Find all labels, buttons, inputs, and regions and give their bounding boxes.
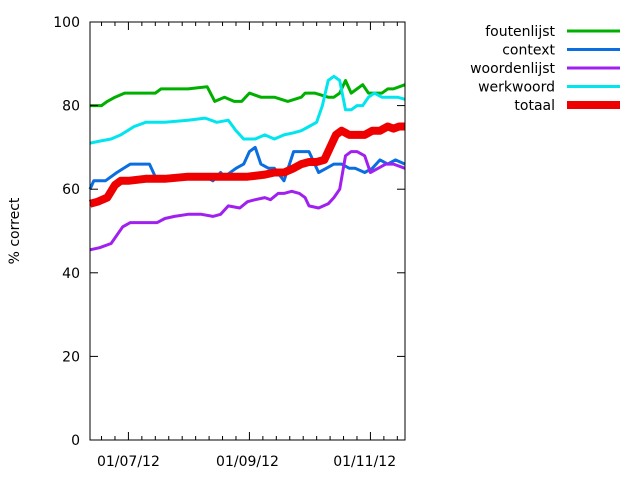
x-tick-label: 01/07/12 — [97, 454, 160, 470]
x-tick-label: 01/09/12 — [216, 454, 279, 470]
legend-label: context — [502, 43, 555, 59]
series-line-totaal — [88, 122, 405, 208]
y-tick-label: 60 — [62, 182, 80, 198]
legend-label: woordenlijst — [470, 61, 555, 77]
y-tick-label: 20 — [62, 349, 80, 365]
y-tick-label: 80 — [62, 99, 80, 115]
x-axis: 01/07/12 01/09/12 01/11/12 — [97, 22, 398, 470]
legend: foutenlijst context woordenlijst werkwoord t… — [470, 24, 620, 114]
y-tick-label: 40 — [62, 266, 80, 282]
legend-label: totaal — [514, 98, 555, 114]
y-tick-label: 100 — [53, 15, 80, 31]
legend-label: foutenlijst — [485, 24, 555, 40]
y-axis-label: % correct — [7, 197, 23, 264]
series-layer — [88, 74, 406, 252]
x-tick-label: 01/11/12 — [333, 454, 396, 470]
series-line-context — [88, 145, 406, 190]
series-line-foutenlijst — [90, 79, 406, 108]
y-axis: 0 20 40 60 80 100 — [53, 15, 405, 449]
plot-frame — [89, 21, 406, 441]
y-tick-label: 0 — [71, 433, 80, 449]
legend-label: werkwoord — [478, 80, 555, 96]
series-line-woordenlijst — [89, 150, 406, 252]
series-line-werkwoord — [89, 74, 406, 145]
